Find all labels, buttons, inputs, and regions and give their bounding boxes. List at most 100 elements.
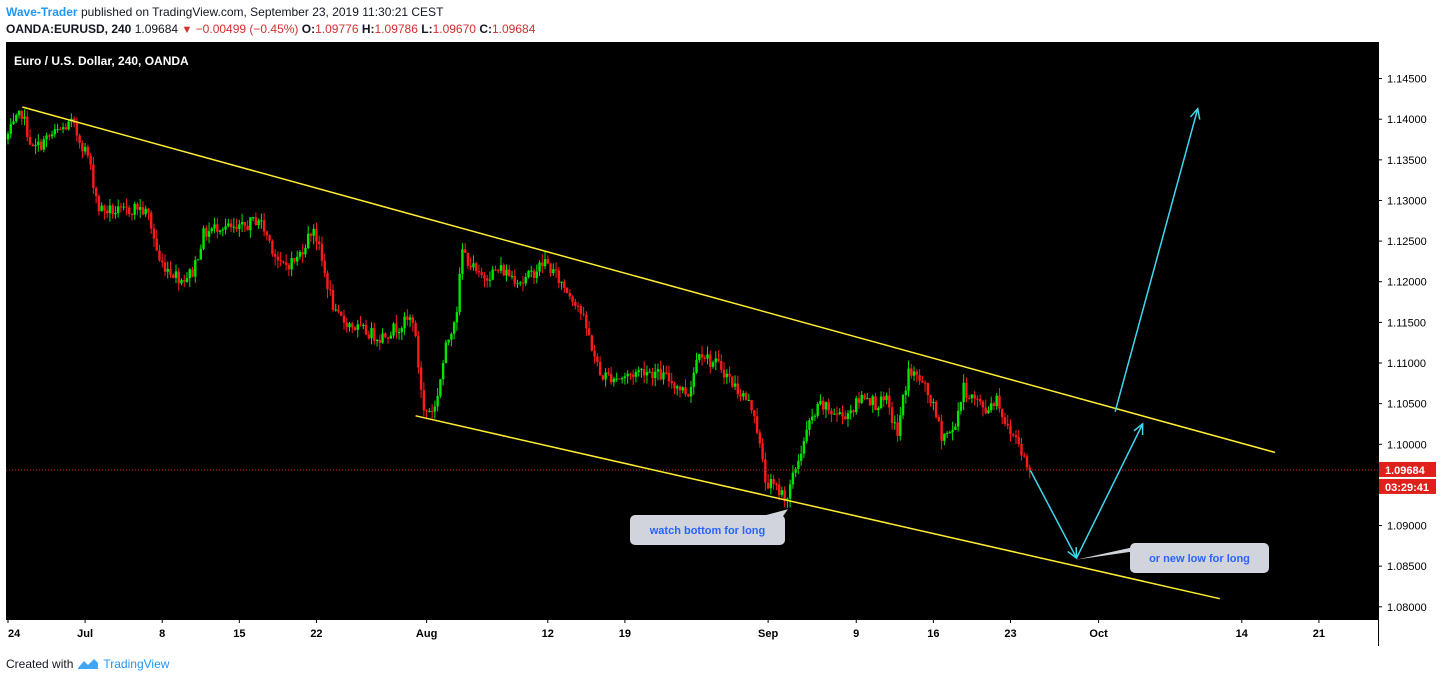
high-label: H: [361, 22, 375, 36]
candle-body [150, 212, 153, 229]
candle-body [645, 371, 649, 376]
candle-body [356, 324, 359, 330]
candle-body [12, 121, 15, 125]
candle-body [808, 420, 811, 430]
channel-lower-line[interactable] [415, 415, 1220, 600]
candle-body [885, 395, 888, 401]
candle-body [1001, 408, 1004, 418]
price-chart[interactable]: watch bottom for long or new low for long… [6, 42, 1438, 646]
candle-body [417, 336, 420, 368]
candle-body [626, 373, 629, 377]
annotation-new-low[interactable]: or new low for long [1076, 543, 1269, 573]
candle-body [543, 259, 547, 267]
candle-body [497, 270, 500, 272]
price-change: −0.00499 (−0.45%) [195, 22, 299, 36]
candle-body [824, 402, 828, 410]
candle-body [552, 269, 555, 274]
candle-body [50, 134, 54, 137]
candle-body [83, 146, 87, 152]
candle-body [384, 333, 387, 338]
candle-body [342, 315, 346, 323]
price-tick-6: 1.11000 [1387, 358, 1426, 370]
candle-body [667, 373, 671, 382]
candle-body [218, 230, 222, 232]
candle-body [161, 260, 164, 263]
candle-body [155, 238, 158, 251]
candle-body [78, 135, 81, 144]
candle-body [962, 382, 965, 403]
candle-body [841, 412, 844, 417]
candle-body [86, 146, 90, 156]
candle-body [499, 265, 503, 271]
candle-body [579, 306, 583, 314]
candle-body [508, 269, 511, 277]
candle-body [246, 225, 249, 231]
candle-body [995, 395, 998, 407]
candle-body [378, 339, 381, 343]
annotation-text: or new low for long [1149, 553, 1250, 565]
candle-body [436, 395, 439, 407]
candle-body [587, 328, 591, 336]
candle-body [703, 357, 706, 359]
annotation-watch-bottom[interactable]: watch bottom for long [630, 509, 788, 545]
candle-body [433, 406, 437, 412]
channel-upper-line[interactable] [22, 106, 1276, 454]
candle-body [750, 400, 753, 411]
tradingview-link[interactable]: TradingView [103, 657, 170, 671]
down-arrow-icon: ▼ [181, 24, 193, 36]
candle-body [563, 281, 566, 288]
time-tick-4: 22 [310, 628, 322, 640]
candle-body [370, 328, 373, 339]
candle-body [722, 369, 726, 378]
candle-body [1003, 417, 1007, 424]
projection-down-line[interactable] [1029, 469, 1078, 559]
candle-body [835, 413, 839, 415]
author-link[interactable]: Wave-Trader [6, 5, 78, 19]
candle-body [821, 400, 825, 410]
candle-body [229, 223, 233, 228]
projection-long-line[interactable] [1114, 108, 1199, 412]
candle-body [89, 155, 92, 165]
candle-body [56, 129, 59, 131]
high-value: 1.09786 [374, 22, 418, 36]
candle-body [907, 368, 910, 391]
candle-body [998, 395, 1001, 409]
candle-body [538, 262, 541, 272]
candle-body [389, 335, 393, 339]
symbol-label: OANDA:EURUSD, 240 [6, 22, 132, 36]
candle-body [992, 403, 996, 407]
last-price: 1.09684 [134, 22, 179, 36]
candle-body [874, 396, 877, 410]
candle-body [271, 240, 274, 254]
projection-up-line[interactable] [1075, 423, 1144, 559]
candle-body [689, 386, 693, 397]
candle-body [747, 400, 751, 402]
candle-body [61, 127, 65, 130]
candle-body [717, 358, 720, 362]
candle-body [331, 290, 335, 310]
time-axis[interactable] [6, 619, 1378, 646]
candle-body [700, 354, 704, 358]
candle-body [576, 305, 580, 307]
candle-body [441, 363, 445, 380]
candle-body [764, 459, 767, 483]
time-tick-0: 24 [8, 628, 21, 640]
candle-body [213, 224, 216, 229]
candle-body [593, 350, 596, 357]
candle-body [692, 372, 695, 387]
candle-body [450, 333, 453, 340]
price-axis[interactable] [1378, 42, 1438, 646]
candle-body [133, 203, 136, 215]
candle-body [1017, 437, 1020, 444]
candle-body [174, 271, 178, 278]
candle-body [136, 203, 139, 210]
candle-body [794, 468, 797, 473]
candle-body [557, 270, 561, 283]
candle-body [94, 187, 98, 197]
candle-body [254, 217, 258, 226]
candle-body [304, 247, 307, 255]
candle-body [877, 408, 880, 410]
price-tick-2: 1.09000 [1387, 521, 1427, 533]
candle-body [127, 207, 131, 214]
candle-body [199, 248, 202, 260]
